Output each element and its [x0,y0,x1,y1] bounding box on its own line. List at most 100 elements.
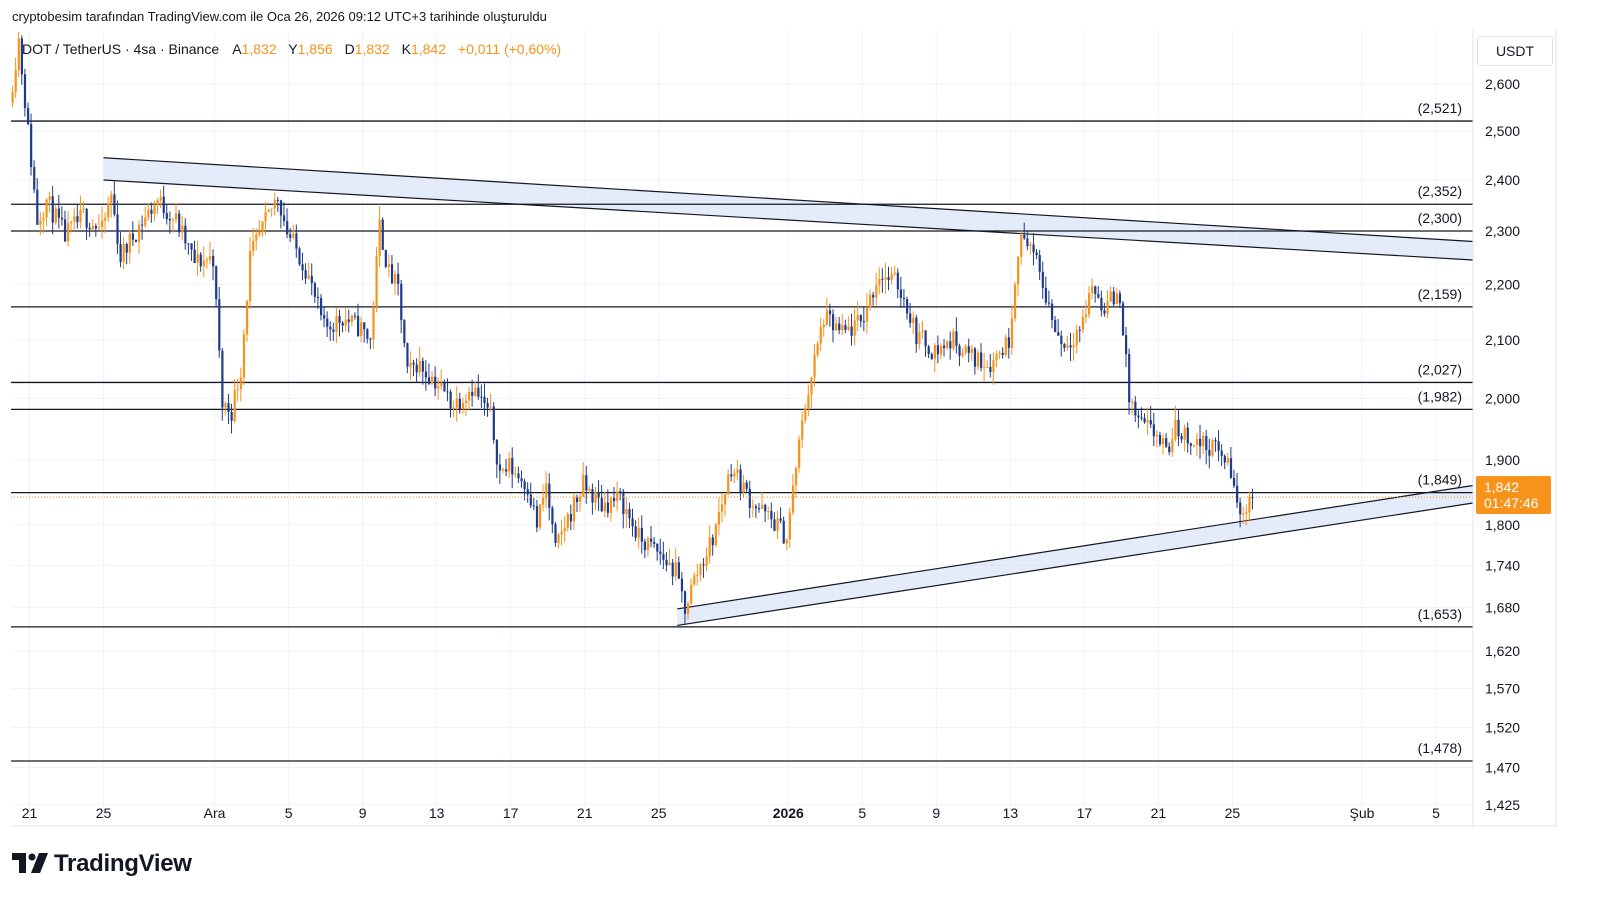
candle-down [427,377,431,384]
candle-down [326,318,329,327]
candle-up [705,556,708,566]
tradingview-brand[interactable]: TradingView [12,850,192,878]
candle-up [181,225,184,233]
candle-up [350,315,354,322]
candle-up [875,285,878,298]
candle-down [178,213,181,233]
candle-up [616,491,619,502]
time-tick-label: 9 [359,805,367,821]
candle-down [477,387,480,397]
candle-up [249,251,252,302]
candle-up [455,398,458,408]
time-tick-label: 17 [1077,805,1093,821]
candle-up [727,474,730,495]
currency-button[interactable]: USDT [1477,36,1553,66]
candle-up [791,485,795,513]
candle-up [816,343,819,355]
candle-up [45,199,48,218]
candle-down [1158,434,1162,445]
candle-up [761,504,764,509]
candle-down [63,219,67,242]
candle-up [847,326,850,330]
candle-up [1245,512,1248,514]
candle-down [353,315,357,317]
candle-down [1137,415,1140,418]
candle-up [893,272,896,275]
candle-down [773,519,776,531]
channel-lower-line [103,179,1474,261]
time-tick-label: 21 [577,805,593,821]
candle-down [329,326,332,330]
candle-down [85,208,88,228]
candle-down [366,329,369,339]
candle-up [588,489,591,491]
candle-down [1060,335,1063,345]
candle-up [1115,293,1118,305]
candle-down [1168,446,1171,453]
candle-down [1032,244,1035,253]
candle-up [1106,301,1109,314]
candle-down [1057,332,1060,336]
candle-down [1143,418,1146,423]
candle-up [437,386,440,389]
candle-up [267,209,270,212]
candle-down [60,217,64,220]
candle-up [946,341,949,348]
change-value: +0,011 (+0,60%) [457,41,562,57]
candle-down [443,382,446,392]
candle-down [483,396,486,404]
candle-up [468,391,471,401]
candle-up [17,38,20,70]
candle-down [446,391,449,393]
candle-down [597,491,600,498]
level-label: (1,982) [1418,388,1462,404]
candle-up [751,506,754,508]
candle-down [650,538,653,542]
candle-down [535,506,539,528]
candle-up [196,254,199,263]
candle-up [54,208,57,223]
candle-up [1109,291,1112,302]
candle-up [964,346,967,353]
time-tick-label: 13 [429,805,445,821]
time-tick-label: 17 [503,805,519,821]
candle-up [594,491,597,503]
candle-down [640,527,643,542]
candle-up [819,327,822,344]
candle-down [643,541,647,551]
price-tick-label: 2,400 [1485,172,1520,188]
candle-up [912,317,915,324]
time-tick-label: Ara [204,805,226,821]
candle-up [646,538,650,551]
candle-up [545,483,548,498]
candle-down [1050,303,1054,320]
candle-down [190,243,193,250]
candle-down [1199,438,1202,447]
candle-down [215,266,218,300]
candle-down [33,167,36,190]
symbol-title[interactable]: DOT / TetherUS · 4sa · Binance [22,41,220,57]
price-scale-background[interactable] [1473,30,1556,826]
candle-up [375,256,378,307]
candle-down [831,314,835,331]
candle-down [677,562,680,579]
symbol-legend[interactable]: DOT / TetherUS · 4sa · Binance A1,832 Y1… [22,41,569,57]
candle-down [526,489,529,495]
horizontal-levels: (2,521) (2,352) (2,300) (2,159) (2,027) (1,98… [11,100,1473,762]
candle-down [551,507,554,525]
candle-down [88,227,91,230]
time-scale-labels[interactable]: 21 25 Ara 5 9 13 17 21 25 2026 5 9 13 17 21 25 Şub 5 [22,805,1440,821]
candle-up [1131,401,1134,403]
candle-up [11,92,14,103]
candle-up [1242,513,1245,515]
candle-up [122,243,125,262]
candle-down [1063,344,1066,348]
last-price-value: 1,842 [1484,479,1520,495]
candle-up [835,323,838,331]
candle-down [967,346,970,353]
candle-up [560,531,563,535]
candle-up [538,504,542,528]
candle-down [711,537,714,546]
candle-up [236,389,239,391]
